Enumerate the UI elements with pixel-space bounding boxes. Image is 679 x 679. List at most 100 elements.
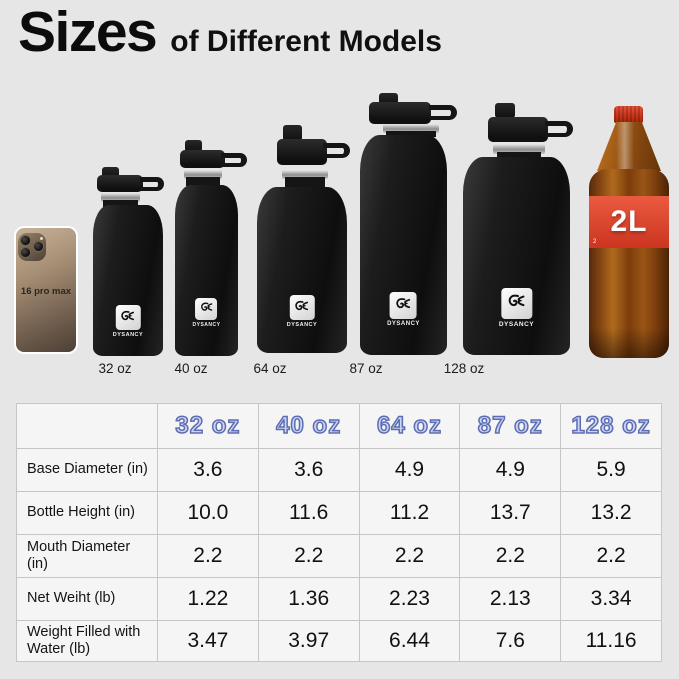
- table-value: 4.9: [359, 449, 460, 491]
- size-label-128oz: 128 oz: [443, 361, 485, 376]
- cola-body: 2L 2: [589, 169, 669, 358]
- table-value: 3.6: [258, 449, 359, 491]
- bottle-body: [175, 185, 238, 356]
- bottle-handle: [221, 153, 247, 167]
- cola-cap: [614, 106, 643, 123]
- row-label-filled-weight: Weight Filled with Water (lb): [17, 621, 157, 661]
- bottle-handle: [429, 105, 457, 120]
- cola-bottle-2l: 2L 2: [589, 106, 669, 358]
- brand-logo-icon: [115, 305, 141, 330]
- table-value: 13.7: [460, 492, 561, 534]
- phone-model-label: 16 pro max: [20, 286, 72, 297]
- table-value: 3.97: [258, 621, 359, 661]
- brand-logo: DYSANCY: [287, 295, 317, 328]
- bottle-steel-rim: [101, 193, 140, 202]
- bottle-steel-rim: [493, 144, 545, 154]
- bottle-neck: [497, 152, 541, 159]
- table-value: 2.2: [359, 535, 460, 577]
- bottle-lid: [369, 102, 431, 124]
- bottle-handle: [140, 177, 164, 191]
- bottle-steel-rim: [184, 170, 222, 179]
- column-header-64oz: 64 oz: [359, 404, 460, 448]
- row-label-net-weight: Net Weiht (lb): [17, 578, 157, 620]
- brand-logo-icon: [195, 298, 218, 320]
- brand-logo-icon: [500, 288, 532, 319]
- bottle-lid: [180, 150, 225, 168]
- cola-small-mark: 2: [593, 239, 597, 245]
- bottle-body: [463, 157, 570, 355]
- cola-label: 2L 2: [589, 196, 669, 248]
- phone-camera-module-icon: [18, 233, 46, 261]
- table-value: 10.0: [158, 492, 258, 534]
- bottle-neck: [186, 177, 220, 186]
- camera-lens-icon: [20, 247, 31, 258]
- brand-name: DYSANCY: [387, 321, 420, 327]
- bottle-handle: [323, 143, 350, 158]
- brand-logo: DYSANCY: [113, 305, 143, 338]
- cola-size-text: 2L: [610, 205, 648, 238]
- bottle-steel-rim: [282, 170, 328, 179]
- column-header-32oz: 32 oz: [158, 404, 258, 448]
- table-value: 2.23: [359, 578, 460, 620]
- table-value: 2.2: [258, 535, 359, 577]
- table-value: 11.2: [359, 492, 460, 534]
- spec-table: 32 oz 40 oz 64 oz 87 oz 128 oz Base Diam…: [16, 403, 662, 662]
- column-header-128oz: 128 oz: [561, 404, 661, 448]
- brand-logo: DYSANCY: [387, 292, 420, 327]
- bottle-lid: [277, 139, 327, 165]
- table-value: 5.9: [561, 449, 661, 491]
- table-value: 6.44: [359, 621, 460, 661]
- table-value: 2.2: [561, 535, 661, 577]
- table-value: 11.16: [561, 621, 661, 661]
- size-label-87oz: 87 oz: [349, 361, 383, 376]
- bottle-steel-rim: [383, 124, 439, 133]
- bottle-neck: [103, 200, 138, 208]
- bottle-128oz: DYSANCY: [463, 103, 573, 363]
- table-corner-cell: [17, 404, 157, 448]
- brand-logo-icon: [289, 295, 315, 320]
- bottle-spout-knob: [102, 167, 119, 178]
- bottle-spout-knob: [495, 103, 515, 118]
- brand-name: DYSANCY: [286, 322, 318, 328]
- bottle-32oz: DYSANCY: [93, 167, 164, 367]
- row-label-base-diameter: Base Diameter (in): [17, 449, 157, 491]
- phone-back: 16 pro max: [16, 228, 76, 352]
- table-value: 13.2: [561, 492, 661, 534]
- bottle-lid: [97, 175, 143, 192]
- bottle-64oz: DYSANCY: [257, 123, 350, 363]
- brand-name: DYSANCY: [192, 322, 221, 328]
- size-label-32oz: 32 oz: [98, 361, 132, 376]
- brand-name: DYSANCY: [112, 332, 144, 338]
- row-label-mouth-diameter: Mouth Diameter (in): [17, 535, 157, 577]
- bottle-neck: [386, 131, 436, 137]
- brand-logo: DYSANCY: [193, 298, 221, 328]
- title-main: Sizes: [18, 0, 158, 64]
- table-value: 2.2: [460, 535, 561, 577]
- camera-lens-icon: [20, 235, 31, 246]
- table-value: 11.6: [258, 492, 359, 534]
- title-subtitle: of Different Models: [170, 25, 442, 58]
- brand-logo-icon: [390, 292, 417, 319]
- table-value: 7.6: [460, 621, 561, 661]
- camera-flash-icon: [40, 237, 43, 240]
- column-header-40oz: 40 oz: [258, 404, 359, 448]
- table-value: 3.6: [158, 449, 258, 491]
- camera-lens-icon: [33, 241, 44, 252]
- row-label-bottle-height: Bottle Height (in): [17, 492, 157, 534]
- bottle-body: [257, 187, 347, 353]
- table-value: 4.9: [460, 449, 561, 491]
- brand-name: DYSANCY: [498, 321, 535, 328]
- table-value: 3.47: [158, 621, 258, 661]
- table-value: 3.34: [561, 578, 661, 620]
- table-value: 1.22: [158, 578, 258, 620]
- bottle-spout-knob: [283, 125, 302, 141]
- cola-neck: [597, 122, 661, 171]
- bottle-87oz: DYSANCY: [360, 93, 457, 363]
- bottle-handle: [545, 121, 573, 137]
- table-value: 2.13: [460, 578, 561, 620]
- bottle-lid: [488, 117, 548, 142]
- phone-image: 16 pro max: [14, 226, 78, 354]
- table-value: 1.36: [258, 578, 359, 620]
- size-label-40oz: 40 oz: [174, 361, 208, 376]
